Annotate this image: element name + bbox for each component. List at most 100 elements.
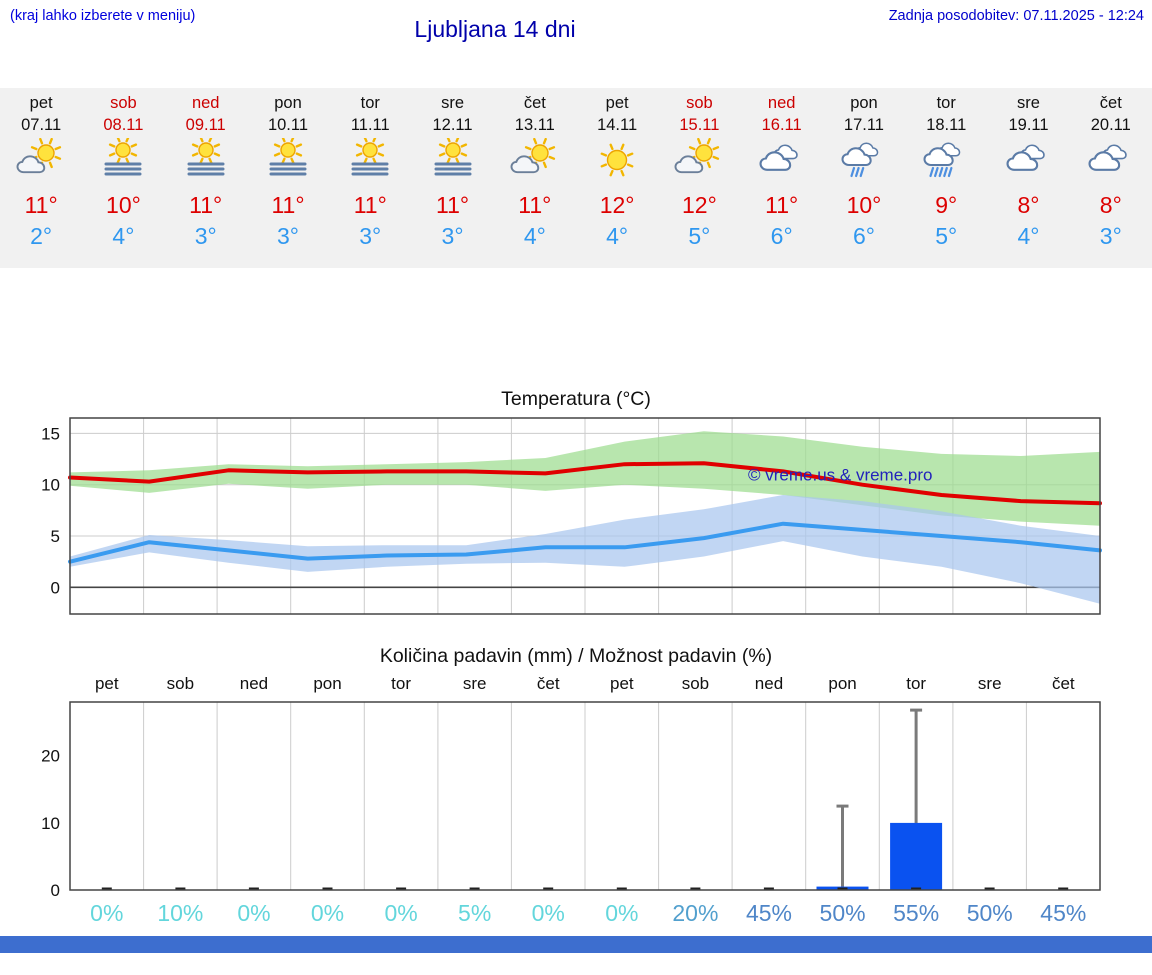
precip-probability: 0% — [605, 900, 639, 926]
day-label: tor — [906, 674, 927, 693]
high-temp: 9° — [935, 192, 958, 218]
day-label: sob — [681, 674, 710, 693]
day-date: 20.11 — [1090, 116, 1131, 134]
day-label: sre — [977, 674, 1002, 693]
day-name: ned — [191, 94, 220, 112]
day-name: čet — [523, 94, 546, 112]
high-temp: 11° — [518, 192, 552, 218]
partly-cloudy-icon — [494, 137, 576, 186]
precip-probability: 0% — [531, 900, 565, 926]
day-label: pon — [313, 674, 342, 693]
footer-bar — [0, 936, 1152, 953]
day-date: 10.11 — [267, 116, 309, 134]
day-date: 18.11 — [926, 116, 967, 134]
day-name: sre — [441, 94, 464, 112]
day-date: 19.11 — [1008, 116, 1049, 134]
temp-chart-title: Temperatura (°C) — [501, 388, 651, 410]
precip-probability: 5% — [458, 900, 492, 926]
forecast-day[interactable]: ned 16.11 11° 6° — [741, 88, 823, 268]
svg-text:0: 0 — [51, 881, 60, 898]
day-label: pet — [94, 674, 119, 693]
day-date: 11.11 — [350, 116, 390, 134]
low-temp: 3° — [441, 223, 464, 249]
forecast-day[interactable]: pon 10.11 11° 3° — [247, 88, 329, 268]
low-temp: 4° — [523, 223, 546, 249]
day-date: 14.11 — [597, 116, 638, 134]
day-date: 07.11 — [21, 116, 62, 134]
day-name: tor — [936, 94, 956, 112]
precip-probability: 0% — [90, 900, 124, 926]
day-label: sre — [462, 674, 487, 693]
low-temp: 5° — [688, 223, 711, 249]
precipitation-chart: 0 10 20 — [0, 698, 1152, 903]
forecast-day[interactable]: sob 15.11 12° 5° — [658, 88, 740, 268]
day-date: 16.11 — [761, 116, 802, 134]
day-date: 13.11 — [514, 116, 555, 134]
precip-probability: 20% — [672, 900, 719, 926]
forecast-day[interactable]: ned 09.11 11° 3° — [165, 88, 247, 268]
precip-probability: 0% — [384, 900, 418, 926]
precip-probability: 45% — [1040, 900, 1087, 926]
day-name: ned — [767, 94, 796, 112]
day-name: sob — [686, 94, 713, 112]
page-title: Ljubljana 14 dni — [414, 16, 576, 42]
precip-probability: 50% — [966, 900, 1013, 926]
sunny-icon — [576, 138, 658, 186]
forecast-day[interactable]: pon 17.11 10° 6° — [823, 88, 905, 268]
low-temp: 5° — [935, 223, 958, 249]
forecast-day[interactable]: čet 20.11 8° 3° — [1070, 88, 1152, 268]
day-name: pon — [850, 94, 878, 112]
high-temp: 12° — [599, 192, 635, 218]
day-label: tor — [391, 674, 412, 693]
day-date: 15.11 — [679, 116, 720, 134]
day-name: čet — [1099, 94, 1122, 112]
day-name: sre — [1017, 94, 1040, 112]
forecast-day[interactable]: pet 07.11 11° 2° — [0, 88, 82, 268]
day-label: pon — [828, 674, 857, 693]
day-name: sob — [110, 94, 137, 112]
day-name: tor — [360, 94, 380, 112]
forecast-day[interactable]: čet 13.11 11° 4° — [494, 88, 576, 268]
svg-text:10: 10 — [41, 814, 60, 833]
high-temp: 11° — [24, 192, 58, 218]
forecast-day[interactable]: sob 08.11 10° 4° — [82, 88, 164, 268]
high-temp: 10° — [846, 192, 882, 218]
day-label: čet — [1051, 674, 1075, 693]
low-temp: 3° — [276, 223, 299, 249]
svg-text:© vreme.us & vreme.pro: © vreme.us & vreme.pro — [748, 466, 932, 485]
high-temp: 11° — [189, 192, 223, 218]
menu-hint: (kraj lahko izberete v meniju) — [10, 8, 196, 24]
day-label: pet — [610, 674, 634, 693]
cloudy-icon — [1070, 138, 1152, 186]
precip-probability: 45% — [745, 900, 793, 926]
low-temp: 4° — [606, 223, 629, 249]
precip-probability-row: 0% 10% 0% 0% 0% 5% 0% 0% 20% 45% 50% 55% 50% 45% — [70, 900, 1100, 927]
precip-probability: 0% — [237, 900, 271, 926]
forecast-day[interactable]: tor 18.11 9° 5° — [905, 88, 987, 268]
precip-probability: 0% — [310, 900, 345, 926]
precip-chart-title: Količina padavin (mm) / Možnost padavin … — [379, 645, 773, 667]
low-temp: 6° — [770, 223, 793, 249]
high-temp: 11° — [765, 192, 799, 218]
sun-fog-icon — [82, 135, 164, 186]
cloudy-icon — [741, 138, 823, 186]
day-label: sob — [166, 674, 195, 693]
low-temp: 4° — [112, 223, 135, 249]
day-date: 12.11 — [432, 116, 473, 134]
partly-cloudy-icon — [658, 137, 740, 186]
forecast-day[interactable]: sre 19.11 8° 4° — [987, 88, 1069, 268]
cloudy-icon — [987, 138, 1069, 186]
day-name: pet — [29, 94, 53, 112]
sun-fog-icon — [411, 135, 493, 186]
forecast-strip: pet 07.11 11° 2° sob 08.11 10° 4° ned 09.11 11° 3° p… — [0, 88, 1152, 268]
forecast-day[interactable]: tor 11.11 11° 3° — [329, 88, 411, 268]
high-temp: 11° — [353, 192, 387, 218]
high-temp: 10° — [106, 192, 141, 218]
high-temp: 11° — [271, 192, 305, 218]
low-temp: 3° — [194, 223, 217, 249]
svg-text:15: 15 — [41, 424, 60, 443]
forecast-day[interactable]: pet 14.11 12° 4° — [576, 88, 658, 268]
day-label: ned — [754, 674, 784, 693]
low-temp: 4° — [1017, 223, 1040, 249]
forecast-day[interactable]: sre 12.11 11° 3° — [411, 88, 493, 268]
